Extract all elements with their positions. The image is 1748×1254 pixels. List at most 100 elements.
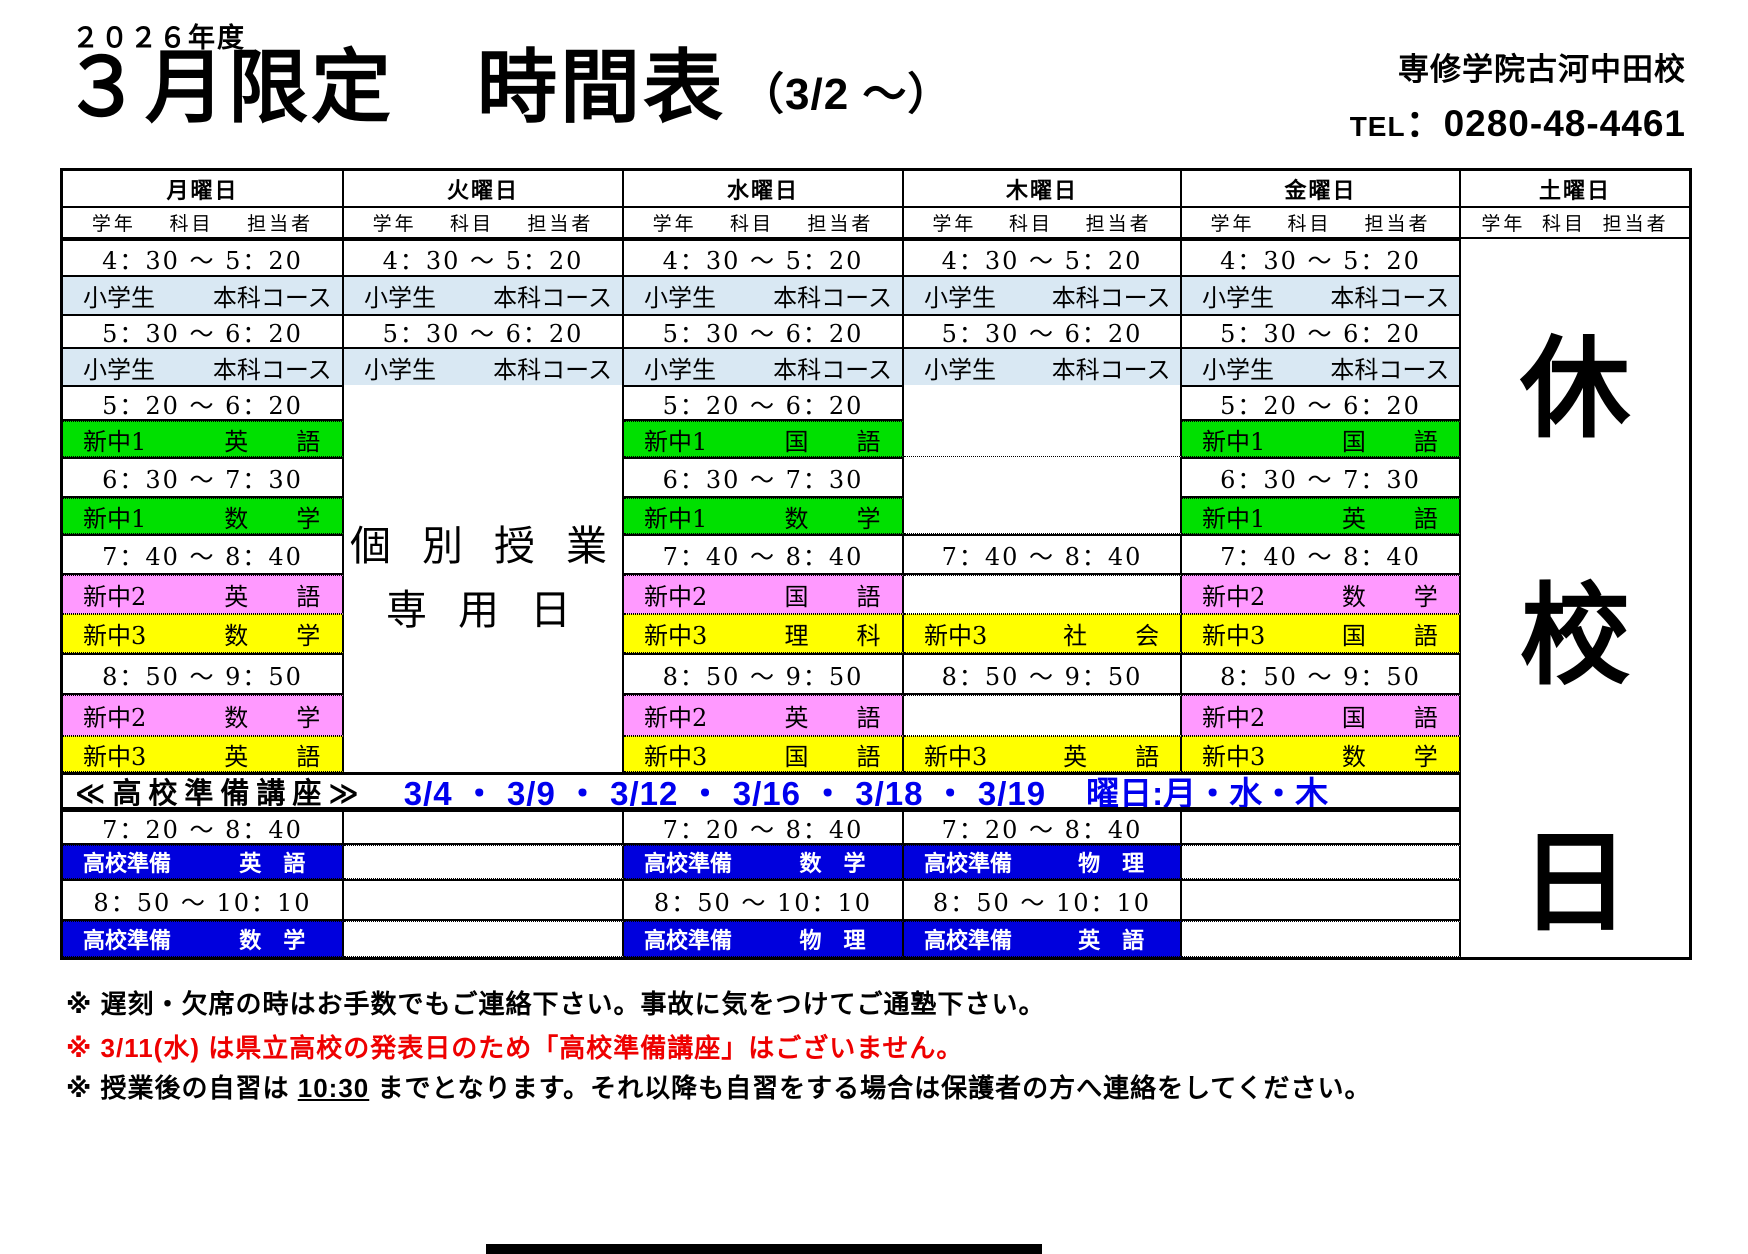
prep-class-cell-thu: 高校準備 英 語 xyxy=(904,921,1182,957)
subject-label: 本科コース xyxy=(212,355,332,384)
class-cell-wed: 新中3 理 科 xyxy=(624,614,904,653)
individual-lessons-line1: 個 別 授 業 xyxy=(349,521,617,570)
subject-label: 本科コース xyxy=(1051,355,1171,384)
subject-label: 国 語 xyxy=(784,583,881,611)
time-cell-fri: 5：20 ～ 6：20 xyxy=(1182,385,1461,421)
subheader-grade: 学年 xyxy=(1481,213,1526,235)
class-cell-fri: 新中1 英 語 xyxy=(1182,498,1461,534)
prep-class-cell-wed: 高校準備 物 理 xyxy=(624,921,904,957)
subject-label: 数 学 xyxy=(1341,742,1438,771)
class-cell-thu: 小学生 本科コース xyxy=(904,349,1182,385)
class-cell-thu: 新中3 社 会 xyxy=(904,614,1182,653)
time-cell-fri: 7：40 ～ 8：40 xyxy=(1182,534,1461,575)
time-cell-tue: 5：30 ～ 6：20 xyxy=(344,314,624,349)
class-cell-wed: 新中3 国 語 xyxy=(624,736,904,772)
tuesday-individual-lessons-cell: 個 別 授 業 専 用 日 xyxy=(344,385,624,772)
time-cell-mon: 8：50 ～ 10：10 xyxy=(63,879,344,921)
class-cell-mon: 新中1 英 語 xyxy=(63,421,344,457)
subject-label: 国 語 xyxy=(1341,622,1438,650)
grade-label: 新中1 xyxy=(644,427,708,456)
day-header-saturday: 土曜日 xyxy=(1461,171,1689,208)
grade-label: 小学生 xyxy=(924,284,996,312)
subject-label: 本科コース xyxy=(1330,284,1450,312)
class-cell-fri: 新中1 国 語 xyxy=(1182,421,1461,457)
grade-label: 新中2 xyxy=(644,583,708,611)
saturday-closed-cell: 休 校 日 xyxy=(1461,239,1689,957)
grade-label: 新中2 xyxy=(83,583,147,611)
time-cell-wed: 7：40 ～ 8：40 xyxy=(624,534,904,575)
subject-label: 社 会 xyxy=(1063,622,1160,650)
banner-weekdays: 曜日:月・水・木 xyxy=(1086,775,1329,810)
subject-label: 国 語 xyxy=(1341,704,1438,732)
empty-cell-fri xyxy=(1182,845,1461,879)
class-cell-mon: 新中2 数 学 xyxy=(63,695,344,736)
grade-label: 新中3 xyxy=(83,742,147,771)
time-cell-fri: 5：30 ～ 6：20 xyxy=(1182,314,1461,349)
blank-cell-thu xyxy=(904,457,1182,498)
subject-label: 物 理 xyxy=(1078,851,1145,876)
subject-label: 理 科 xyxy=(784,622,881,650)
class-cell-wed: 小学生 本科コース xyxy=(624,277,904,314)
grade-label: 新中2 xyxy=(1202,583,1266,611)
time-cell-thu: 8：50 ～ 9：50 xyxy=(904,653,1182,695)
subject-label: 英 語 xyxy=(1078,928,1145,953)
time-cell-thu: 7：20 ～ 8：40 xyxy=(904,810,1182,845)
prep-class-cell-thu: 高校準備 物 理 xyxy=(904,845,1182,879)
time-cell-wed: 8：50 ～ 10：10 xyxy=(624,879,904,921)
subject-label: 英 語 xyxy=(1063,742,1160,771)
subject-label: 数 学 xyxy=(224,704,321,732)
time-cell-thu: 8：50 ～ 10：10 xyxy=(904,879,1182,921)
grade-label: 新中3 xyxy=(83,622,147,650)
time-cell-mon: 7：20 ～ 8：40 xyxy=(63,810,344,845)
class-cell-wed: 新中1 数 学 xyxy=(624,498,904,534)
subject-label: 国 語 xyxy=(1341,427,1438,456)
subheader-friday: 学年 科目 担当者 xyxy=(1182,208,1461,239)
grade-label: 小学生 xyxy=(83,355,155,384)
subheader-subject: 科目 xyxy=(449,213,494,235)
grade-label: 小学生 xyxy=(644,355,716,384)
subject-label: 英 語 xyxy=(784,704,881,732)
subject-label: 本科コース xyxy=(1330,355,1450,384)
class-cell-mon: 小学生 本科コース xyxy=(63,349,344,385)
empty-cell-fri xyxy=(1182,810,1461,845)
subject-label: 数 学 xyxy=(1341,583,1438,611)
subheader-grade: 学年 xyxy=(932,213,977,235)
class-cell-wed: 新中1 国 語 xyxy=(624,421,904,457)
subheader-grade: 学年 xyxy=(1210,213,1255,235)
note-self-study-suffix: までとなります。それ以降も自習をする場合は保護者の方へ連絡をしてください。 xyxy=(369,1073,1372,1103)
subheader-wednesday: 学年 科目 担当者 xyxy=(624,208,904,239)
bottom-edge-artifact xyxy=(486,1244,1042,1254)
grade-label: 新中1 xyxy=(1202,427,1266,456)
empty-cell-thu xyxy=(904,575,1182,614)
day-header-wednesday: 水曜日 xyxy=(624,171,904,208)
grade-label: 小学生 xyxy=(364,355,436,384)
time-cell-wed: 4：30 ～ 5：20 xyxy=(624,239,904,277)
time-cell-mon: 5：30 ～ 6：20 xyxy=(63,314,344,349)
time-cell-wed: 8：50 ～ 9：50 xyxy=(624,653,904,695)
subject-label: 本科コース xyxy=(1051,284,1171,312)
subject-label: 数 学 xyxy=(224,504,321,533)
page-title: ３月限定 時間表 xyxy=(62,43,726,132)
tel-number: ：0280-48-4461 xyxy=(1405,103,1686,144)
grade-label: 高校準備 xyxy=(83,851,172,876)
class-cell-wed: 小学生 本科コース xyxy=(624,349,904,385)
time-cell-mon: 4：30 ～ 5：20 xyxy=(63,239,344,277)
grade-label: 新中1 xyxy=(1202,504,1266,533)
subheader-subject: 科目 xyxy=(729,213,774,235)
day-header-thursday: 木曜日 xyxy=(904,171,1182,208)
empty-cell-fri xyxy=(1182,921,1461,957)
class-cell-mon: 新中3 数 学 xyxy=(63,614,344,653)
subject-label: 英 語 xyxy=(1341,504,1438,533)
time-cell-thu: 5：30 ～ 6：20 xyxy=(904,314,1182,349)
grade-label: 小学生 xyxy=(83,284,155,312)
subheader-tuesday: 学年 科目 担当者 xyxy=(344,208,624,239)
grade-label: 高校準備 xyxy=(924,851,1013,876)
class-cell-thu: 小学生 本科コース xyxy=(904,277,1182,314)
time-cell-mon: 7：40 ～ 8：40 xyxy=(63,534,344,575)
class-cell-thu: 新中3 英 語 xyxy=(904,736,1182,772)
grade-label: 新中3 xyxy=(644,622,708,650)
grade-label: 新中3 xyxy=(644,742,708,771)
class-cell-wed: 新中2 国 語 xyxy=(624,575,904,614)
grade-label: 新中3 xyxy=(924,742,988,771)
